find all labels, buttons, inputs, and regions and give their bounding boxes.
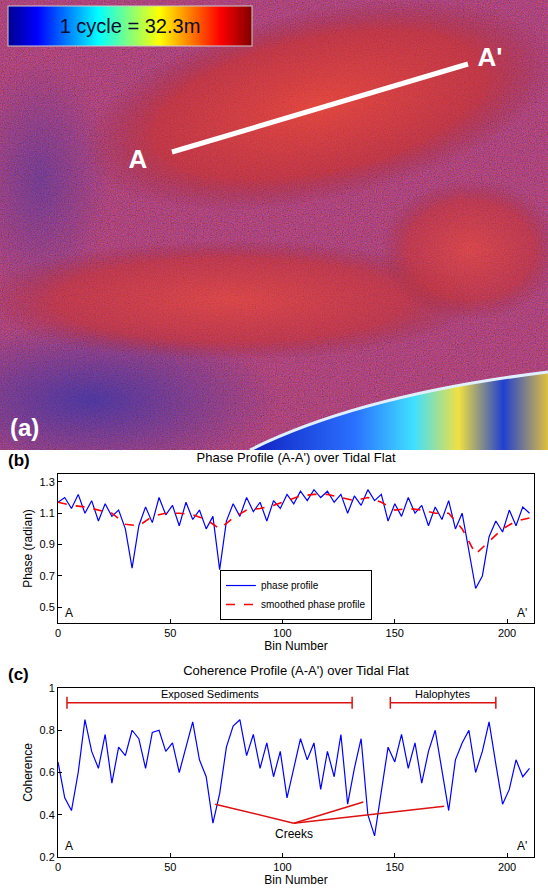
svg-text:0.6: 0.6 bbox=[40, 766, 55, 778]
svg-text:0.9: 0.9 bbox=[40, 538, 55, 550]
svg-text:Bin Number: Bin Number bbox=[264, 873, 327, 887]
svg-text:smoothed phase profile: smoothed phase profile bbox=[261, 599, 365, 610]
svg-text:Coherence: Coherence bbox=[21, 743, 35, 802]
svg-text:Bin Number: Bin Number bbox=[264, 639, 327, 653]
svg-text:0.5: 0.5 bbox=[40, 601, 55, 613]
svg-text:100: 100 bbox=[273, 861, 291, 873]
svg-text:Halophytes: Halophytes bbox=[415, 688, 471, 700]
svg-text:0.8: 0.8 bbox=[40, 724, 55, 736]
svg-text:0: 0 bbox=[55, 861, 61, 873]
svg-text:A': A' bbox=[517, 606, 527, 620]
svg-text:phase profile: phase profile bbox=[261, 580, 319, 591]
svg-text:A: A bbox=[65, 606, 73, 620]
svg-text:(b): (b) bbox=[8, 451, 30, 470]
svg-text:0.2: 0.2 bbox=[40, 851, 55, 863]
svg-text:150: 150 bbox=[386, 627, 404, 639]
svg-text:1: 1 bbox=[49, 682, 55, 694]
svg-text:0.4: 0.4 bbox=[40, 809, 55, 821]
svg-text:Phase Profile (A-A') over Tida: Phase Profile (A-A') over Tidal Flat bbox=[197, 450, 396, 465]
svg-text:0: 0 bbox=[55, 627, 61, 639]
svg-text:Exposed Sediments: Exposed Sediments bbox=[161, 688, 259, 700]
svg-text:1.1: 1.1 bbox=[40, 507, 55, 519]
svg-text:150: 150 bbox=[386, 861, 404, 873]
svg-text:0.7: 0.7 bbox=[40, 570, 55, 582]
svg-text:A': A' bbox=[517, 839, 527, 853]
svg-text:50: 50 bbox=[164, 627, 176, 639]
svg-text:A: A bbox=[65, 839, 73, 853]
svg-text:A': A' bbox=[478, 42, 503, 72]
svg-text:1.3: 1.3 bbox=[40, 476, 55, 488]
svg-text:A: A bbox=[129, 144, 148, 174]
svg-text:50: 50 bbox=[164, 861, 176, 873]
svg-text:(c): (c) bbox=[8, 665, 29, 684]
svg-text:100: 100 bbox=[273, 627, 291, 639]
svg-text:200: 200 bbox=[498, 627, 516, 639]
svg-text:200: 200 bbox=[498, 861, 516, 873]
svg-text:Creeks: Creeks bbox=[275, 827, 313, 841]
svg-text:1 cycle = 32.3m: 1 cycle = 32.3m bbox=[60, 15, 201, 37]
svg-text:Phase (radian): Phase (radian) bbox=[21, 509, 35, 588]
svg-text:(a): (a) bbox=[10, 414, 39, 441]
svg-text:Coherence Profile (A-A') over: Coherence Profile (A-A') over Tidal Flat bbox=[183, 663, 409, 678]
